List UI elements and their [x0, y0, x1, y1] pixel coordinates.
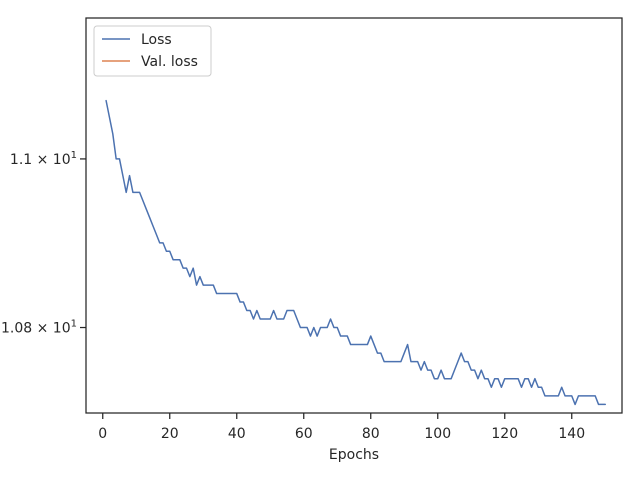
x-tick-label: 140 — [558, 426, 585, 442]
plot-background — [86, 18, 622, 413]
plot-frame — [85, 17, 623, 414]
axes-layer: 0 20 40 60 80 100 120 140 1.08 × 101 1.1 × 101 1.1… — [1, 0, 623, 442]
x-axis-label: Epochs — [329, 447, 379, 463]
x-tick-label: 60 — [295, 426, 313, 442]
x-tick-label: 40 — [228, 426, 246, 442]
plot-area — [86, 18, 622, 413]
series-line-0 — [105, 99, 606, 406]
legend: Loss Val. loss — [93, 25, 212, 77]
x-tick-label: 120 — [491, 426, 518, 442]
legend-label: Val. loss — [141, 54, 198, 70]
x-tick-label: 80 — [362, 426, 380, 442]
y-tick-label: 1.12 × 101 — [1, 0, 77, 2]
x-tick-label: 100 — [424, 426, 451, 442]
x-tick-label: 20 — [161, 426, 179, 442]
x-tick-label: 0 — [98, 426, 107, 442]
series-layer — [105, 99, 606, 406]
y-tick-label: 1.1 × 101 — [10, 150, 77, 168]
legend-label: Loss — [141, 32, 172, 48]
y-tick-label: 1.08 × 101 — [1, 319, 77, 337]
